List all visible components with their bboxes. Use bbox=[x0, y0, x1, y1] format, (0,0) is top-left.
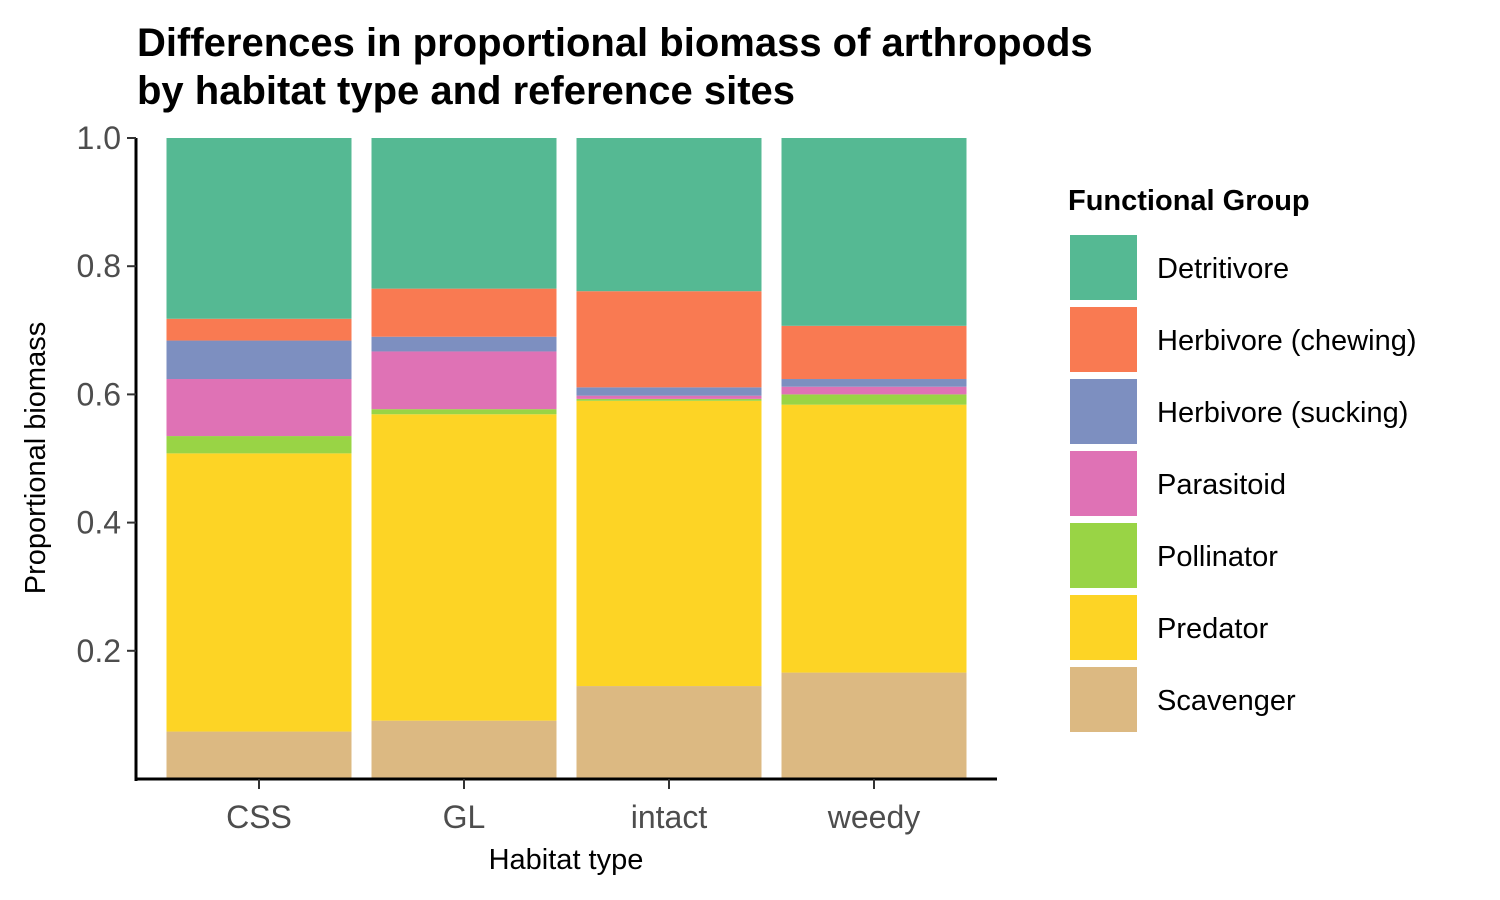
bar-intact-predator bbox=[576, 400, 762, 687]
bar-intact-pollinator bbox=[576, 398, 762, 401]
bar-gl-predator bbox=[371, 414, 557, 721]
legend-swatch-herbivore-chewing bbox=[1070, 307, 1137, 372]
legend-label-detritivore: Detritivore bbox=[1157, 253, 1289, 285]
legend-label-herbivore-sucking: Herbivore (sucking) bbox=[1157, 397, 1408, 429]
bar-css-detritivore bbox=[166, 138, 352, 319]
bar-css-parasitoid bbox=[166, 379, 352, 437]
bar-intact-herbivore-sucking bbox=[576, 387, 762, 396]
legend-swatch-detritivore bbox=[1070, 235, 1137, 300]
x-ticks-group: CSS GL intact weedy bbox=[226, 779, 920, 835]
bar-gl-scavenger bbox=[371, 720, 557, 779]
legend-swatch-parasitoid bbox=[1070, 451, 1137, 516]
y-tick-label: 0.4 bbox=[77, 505, 121, 541]
legend-label-predator: Predator bbox=[1157, 613, 1269, 645]
x-tick-label: weedy bbox=[827, 799, 921, 835]
x-tick-label: intact bbox=[631, 799, 708, 835]
bar-css-pollinator bbox=[166, 436, 352, 454]
bar-weedy-herbivore-chewing bbox=[781, 325, 967, 380]
legend-label-scavenger: Scavenger bbox=[1157, 685, 1296, 717]
legend: Functional Group Detritivore Herbivore (c… bbox=[1068, 185, 1417, 732]
bar-weedy-herbivore-sucking bbox=[781, 379, 967, 387]
legend-swatch-predator bbox=[1070, 595, 1137, 660]
bar-weedy-parasitoid bbox=[781, 386, 967, 395]
bar-css-herbivore-chewing bbox=[166, 318, 352, 341]
bar-weedy-detritivore bbox=[781, 138, 967, 326]
bar-css-herbivore-sucking bbox=[166, 340, 352, 380]
legend-title: Functional Group bbox=[1068, 185, 1310, 217]
legend-label-parasitoid: Parasitoid bbox=[1157, 469, 1286, 501]
bar-gl-pollinator bbox=[371, 409, 557, 415]
x-axis-title: Habitat type bbox=[489, 844, 644, 876]
bars-group bbox=[166, 138, 967, 779]
legend-swatch-herbivore-sucking bbox=[1070, 379, 1137, 444]
bar-intact-scavenger bbox=[576, 686, 762, 779]
x-tick-label: CSS bbox=[226, 799, 292, 835]
y-tick-label: 0.6 bbox=[77, 376, 121, 412]
bar-css-predator bbox=[166, 453, 352, 732]
bar-weedy-scavenger bbox=[781, 672, 967, 779]
bar-gl-detritivore bbox=[371, 138, 557, 289]
legend-swatch-scavenger bbox=[1070, 667, 1137, 732]
legend-swatch-pollinator bbox=[1070, 523, 1137, 588]
y-axis-title: Proportional biomass bbox=[20, 322, 52, 594]
bar-gl-parasitoid bbox=[371, 351, 557, 410]
legend-label-herbivore-chewing: Herbivore (chewing) bbox=[1157, 325, 1417, 357]
chart-title-line-2: by habitat type and reference sites bbox=[137, 69, 795, 113]
chart-title-line-1: Differences in proportional biomass of a… bbox=[137, 21, 1093, 65]
bar-intact-herbivore-chewing bbox=[576, 291, 762, 388]
bar-intact-parasitoid bbox=[576, 395, 762, 399]
y-tick-label: 0.2 bbox=[77, 633, 121, 669]
y-tick-label: 1.0 bbox=[77, 120, 121, 156]
y-ticks-group: 0.2 0.4 0.6 0.8 1.0 bbox=[77, 120, 136, 669]
bar-gl-herbivore-chewing bbox=[371, 288, 557, 337]
bar-weedy-pollinator bbox=[781, 394, 967, 405]
x-tick-label: GL bbox=[443, 799, 486, 835]
bar-weedy-predator bbox=[781, 404, 967, 673]
bar-css-scavenger bbox=[166, 731, 352, 779]
legend-label-pollinator: Pollinator bbox=[1157, 541, 1278, 573]
y-tick-label: 0.8 bbox=[77, 248, 121, 284]
bar-intact-detritivore bbox=[576, 138, 762, 292]
bar-gl-herbivore-sucking bbox=[371, 336, 557, 352]
